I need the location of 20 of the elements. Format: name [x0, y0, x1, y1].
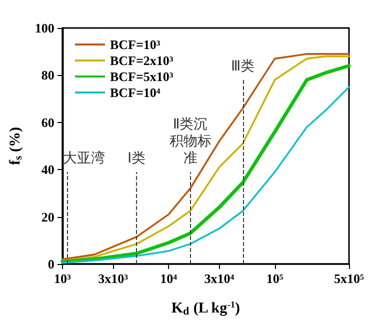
legend-label: BCF=2x10³	[110, 53, 174, 68]
y-axis-title: fs (%)	[8, 126, 24, 166]
y-tick-label: 80	[41, 68, 54, 83]
y-tick-label: 100	[34, 20, 54, 36]
legend-label: BCF=10³	[110, 37, 160, 52]
legend-label: BCF=10⁴	[110, 85, 160, 100]
x-tick-label: 3x10³	[98, 271, 128, 286]
y-tick-label: 20	[41, 209, 54, 224]
x-tick-label: 10⁵	[266, 271, 284, 286]
x-tick-label: 10⁴	[160, 271, 178, 286]
x-tick-label: 5x10⁵	[334, 271, 364, 286]
ref-line-label: Ⅱ类沉积物标准	[169, 116, 212, 166]
x-tick-label: 10³	[54, 271, 71, 286]
ref-line-label: Ⅰ类	[128, 150, 146, 166]
y-tick-label: 40	[41, 162, 54, 178]
y-tick-label: 0	[48, 256, 54, 272]
y-tick-label: 60	[41, 114, 54, 130]
ref-line-label: Ⅲ类	[230, 58, 255, 74]
x-tick-label: 3x10⁴	[204, 271, 234, 286]
legend-label: BCF=5x10³	[110, 69, 174, 84]
